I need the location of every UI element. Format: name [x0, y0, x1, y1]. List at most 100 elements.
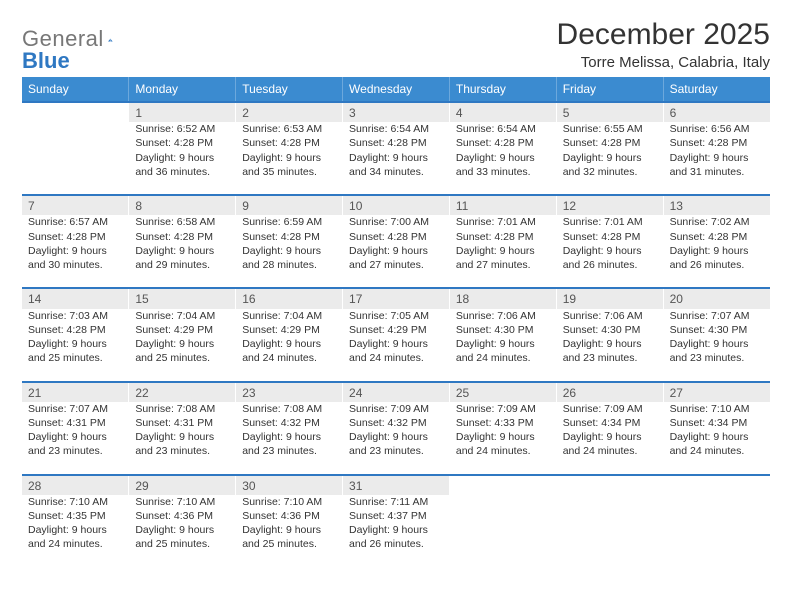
day-number-cell: 17: [343, 288, 450, 308]
calendar-body: 123456Sunrise: 6:52 AMSunset: 4:28 PMDay…: [22, 102, 770, 567]
day-content-row: Sunrise: 6:57 AMSunset: 4:28 PMDaylight:…: [22, 215, 770, 288]
day-number-row: 28293031: [22, 475, 770, 495]
day-number-cell: 30: [236, 475, 343, 495]
sunrise-line: Sunrise: 7:10 AM: [28, 496, 108, 508]
sunset-line: Sunset: 4:31 PM: [28, 417, 106, 429]
sunrise-line: Sunrise: 7:04 AM: [242, 310, 322, 322]
sunrise-line: Sunrise: 7:01 AM: [456, 216, 536, 228]
month-title: December 2025: [557, 18, 770, 52]
weekday-header: Tuesday: [236, 77, 343, 102]
sunset-line: Sunset: 4:28 PM: [242, 137, 320, 149]
day-number-cell: 29: [129, 475, 236, 495]
day-content-cell: Sunrise: 7:08 AMSunset: 4:31 PMDaylight:…: [129, 402, 236, 475]
day-content-row: Sunrise: 7:10 AMSunset: 4:35 PMDaylight:…: [22, 495, 770, 567]
header: General December 2025 Torre Melissa, Cal…: [22, 18, 770, 71]
sunset-line: Sunset: 4:32 PM: [349, 417, 427, 429]
sunset-line: Sunset: 4:28 PM: [349, 231, 427, 243]
day-number-cell: 13: [663, 195, 770, 215]
day-number-row: 14151617181920: [22, 288, 770, 308]
day-number-cell: 2: [236, 102, 343, 122]
day-number-cell: 20: [663, 288, 770, 308]
sunset-line: Sunset: 4:34 PM: [670, 417, 748, 429]
day-number-cell: 12: [556, 195, 663, 215]
daylight-line: Daylight: 9 hours and 28 minutes.: [242, 245, 321, 271]
day-content-row: Sunrise: 7:07 AM Sunset: 4:31 PM Daylight:…: [22, 402, 770, 475]
day-content-cell: Sunrise: 7:08 AMSunset: 4:32 PMDaylight:…: [236, 402, 343, 475]
day-content-cell: [556, 495, 663, 567]
weekday-header-row: SundayMondayTuesdayWednesdayThursdayFrid…: [22, 77, 770, 102]
sunrise-line: Sunrise: 6:58 AM: [135, 216, 215, 228]
day-number-cell: 31: [343, 475, 450, 495]
day-content-cell: Sunrise: 7:04 AMSunset: 4:29 PMDaylight:…: [129, 309, 236, 382]
daylight-line: Daylight: 9 hours and 23 minutes.: [242, 431, 321, 457]
daylight-line: Daylight: 9 hours and 32 minutes.: [563, 152, 642, 178]
day-number-cell: 25: [449, 382, 556, 402]
weekday-header: Friday: [556, 77, 663, 102]
title-block: December 2025 Torre Melissa, Calabria, I…: [557, 18, 770, 71]
sunrise-line: Sunrise: 7:00 AM: [349, 216, 429, 228]
day-number-cell: 24: [343, 382, 450, 402]
day-content-cell: Sunrise: 7:10 AMSunset: 4:35 PMDaylight:…: [22, 495, 129, 567]
day-number-cell: 27: [663, 382, 770, 402]
day-number-cell: 8: [129, 195, 236, 215]
day-number-cell: 26: [556, 382, 663, 402]
sunrise-line: Sunrise: 7:09 AM: [349, 403, 429, 415]
day-content-cell: [22, 122, 129, 195]
sunset-line: Sunset: 4:28 PM: [563, 231, 641, 243]
day-number-cell: 14: [22, 288, 129, 308]
sunset-line: Sunset: 4:30 PM: [563, 324, 641, 336]
weekday-header: Thursday: [449, 77, 556, 102]
sunset-line: Sunset: 4:28 PM: [670, 137, 748, 149]
sunrise-line: Sunrise: 7:02 AM: [670, 216, 750, 228]
sunrise-line: Sunrise: 7:07 AM: [28, 403, 108, 415]
day-number-cell: 28: [22, 475, 129, 495]
day-number-cell: 22: [129, 382, 236, 402]
daylight-line: Daylight: 9 hours and 27 minutes.: [349, 245, 428, 271]
day-content-row: Sunrise: 6:52 AMSunset: 4:28 PMDaylight:…: [22, 122, 770, 195]
day-number-cell: 16: [236, 288, 343, 308]
day-number-cell: 3: [343, 102, 450, 122]
day-number-cell: 1: [129, 102, 236, 122]
sunrise-line: Sunrise: 7:06 AM: [563, 310, 643, 322]
day-number-cell: 5: [556, 102, 663, 122]
sunset-line: Sunset: 4:28 PM: [456, 137, 534, 149]
day-number-cell: 21: [22, 382, 129, 402]
day-content-cell: Sunrise: 7:06 AMSunset: 4:30 PMDaylight:…: [449, 309, 556, 382]
day-content-cell: Sunrise: 7:01 AMSunset: 4:28 PMDaylight:…: [556, 215, 663, 288]
sunset-line: Sunset: 4:33 PM: [456, 417, 534, 429]
daylight-line: Daylight: 9 hours and 24 minutes.: [563, 431, 642, 457]
sunrise-line: Sunrise: 6:54 AM: [349, 123, 429, 135]
daylight-line: Daylight: 9 hours and 31 minutes.: [670, 152, 749, 178]
sunset-line: Sunset: 4:37 PM: [349, 510, 427, 522]
daylight-line: Daylight: 9 hours and 26 minutes.: [670, 245, 749, 271]
sunset-line: Sunset: 4:28 PM: [242, 231, 320, 243]
day-number-cell: [449, 475, 556, 495]
sunset-line: Sunset: 4:36 PM: [135, 510, 213, 522]
daylight-line: Daylight: 9 hours and 26 minutes.: [563, 245, 642, 271]
sunrise-line: Sunrise: 6:56 AM: [670, 123, 750, 135]
sunset-line: Sunset: 4:30 PM: [456, 324, 534, 336]
calendar-page: General December 2025 Torre Melissa, Cal…: [0, 0, 792, 612]
daylight-line: Daylight: 9 hours and 24 minutes.: [349, 338, 428, 364]
daylight-line: Daylight: 9 hours and 33 minutes.: [456, 152, 535, 178]
day-content-cell: Sunrise: 6:55 AMSunset: 4:28 PMDaylight:…: [556, 122, 663, 195]
day-number-cell: 10: [343, 195, 450, 215]
sunrise-line: Sunrise: 7:10 AM: [135, 496, 215, 508]
sunset-line: Sunset: 4:28 PM: [135, 137, 213, 149]
day-content-cell: Sunrise: 6:59 AMSunset: 4:28 PMDaylight:…: [236, 215, 343, 288]
sunset-line: Sunset: 4:28 PM: [349, 137, 427, 149]
day-content-cell: Sunrise: 7:03 AMSunset: 4:28 PMDaylight:…: [22, 309, 129, 382]
sunrise-line: Sunrise: 6:53 AM: [242, 123, 322, 135]
day-content-cell: [663, 495, 770, 567]
brand-sail-icon: [108, 30, 113, 50]
day-content-cell: Sunrise: 7:07 AMSunset: 4:30 PMDaylight:…: [663, 309, 770, 382]
daylight-line: Daylight: 9 hours and 24 minutes.: [456, 338, 535, 364]
daylight-line: Daylight: 9 hours and 30 minutes.: [28, 245, 107, 271]
day-number-cell: 15: [129, 288, 236, 308]
daylight-line: Daylight: 9 hours and 25 minutes.: [135, 524, 214, 550]
sunset-line: Sunset: 4:28 PM: [135, 231, 213, 243]
day-content-cell: Sunrise: 7:07 AMSunset: 4:31 PMDaylight:…: [22, 402, 129, 475]
day-content-cell: Sunrise: 7:11 AMSunset: 4:37 PMDaylight:…: [343, 495, 450, 567]
day-number-cell: 11: [449, 195, 556, 215]
day-content-cell: Sunrise: 7:02 AMSunset: 4:28 PMDaylight:…: [663, 215, 770, 288]
